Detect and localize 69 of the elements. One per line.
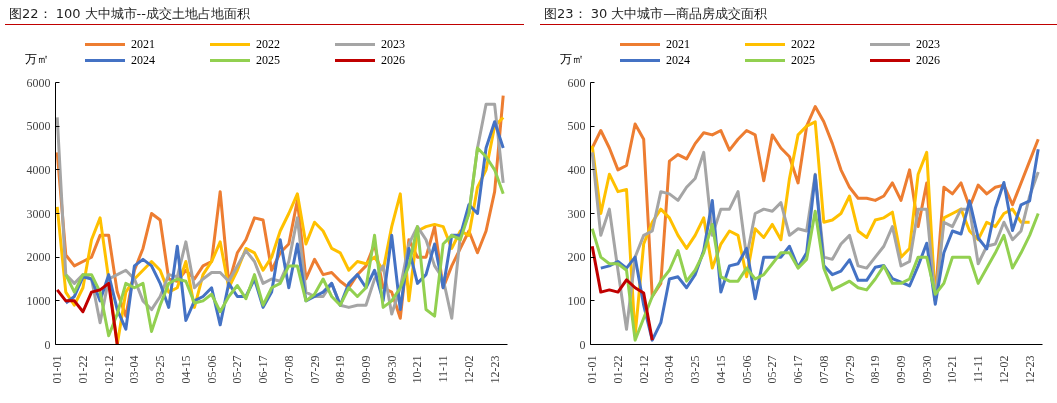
x-tick-label: 12-23: [1022, 355, 1037, 384]
legend-label: 2022: [791, 36, 815, 53]
x-tick-label: 09-30: [384, 355, 399, 384]
x-tick-label: 08-19: [868, 355, 883, 384]
x-tick-label: 12-02: [461, 355, 476, 384]
y-tick-label: 1000: [26, 293, 51, 308]
x-tick-label: 02-12: [636, 355, 651, 384]
x-tick-label: 01-22: [610, 355, 625, 384]
x-tick-label: 10-21: [410, 355, 425, 384]
y-tick-label: 2000: [26, 249, 51, 264]
legend-label: 2023: [381, 36, 405, 53]
y-axis-title: 万㎡: [24, 51, 50, 69]
y-tick-label: 500: [567, 118, 586, 133]
x-tick-label: 03-25: [688, 355, 703, 384]
legend-label: 2021: [666, 36, 690, 53]
legend-label: 2024: [666, 52, 690, 69]
x-tick-label: 09-30: [919, 355, 934, 384]
x-tick-label: 09-09: [358, 355, 373, 384]
x-tick-label: 07-08: [816, 355, 831, 384]
x-tick-label: 03-04: [662, 355, 677, 384]
x-tick-label: 04-15: [178, 355, 193, 384]
chart-title: 图23： 30 大中城市—商品房成交面积: [544, 5, 768, 23]
x-tick-label: 02-12: [101, 355, 116, 384]
x-tick-label: 05-06: [739, 355, 754, 384]
x-tick-label: 08-19: [333, 355, 348, 384]
x-tick-label: 09-09: [893, 355, 908, 384]
legend-label: 2026: [916, 52, 940, 69]
x-tick-label: 11-11: [436, 355, 451, 383]
legend-label: 2024: [131, 52, 155, 69]
y-tick-label: 5000: [26, 118, 51, 133]
y-tick-label: 200: [567, 249, 586, 264]
x-tick-label: 01-01: [50, 355, 65, 384]
y-axis-title: 万㎡: [559, 51, 585, 69]
x-tick-label: 07-08: [281, 355, 296, 384]
x-tick-label: 07-29: [307, 355, 322, 384]
y-tick-label: 600: [567, 75, 586, 90]
y-tick-label: 400: [567, 162, 586, 177]
x-tick-label: 12-23: [487, 355, 502, 384]
y-tick-label: 100: [567, 293, 586, 308]
y-tick-label: 0: [579, 337, 586, 352]
legend-label: 2025: [256, 52, 280, 69]
x-tick-label: 01-01: [585, 355, 600, 384]
line-series: [64, 146, 505, 337]
line-series: [55, 281, 119, 345]
line-series: [590, 244, 654, 342]
x-tick-label: 07-29: [842, 355, 857, 384]
legend-label: 2023: [916, 36, 940, 53]
x-tick-label: 11-11: [971, 355, 986, 383]
y-tick-label: 6000: [26, 75, 51, 90]
x-tick-label: 10-21: [945, 355, 960, 384]
x-tick-label: 06-17: [256, 355, 271, 384]
x-tick-label: 12-02: [996, 355, 1011, 384]
y-tick-label: 4000: [26, 162, 51, 177]
legend-label: 2026: [381, 52, 405, 69]
x-tick-label: 05-27: [765, 355, 780, 384]
x-tick-label: 03-04: [127, 355, 142, 384]
x-tick-label: 04-15: [713, 355, 728, 384]
y-tick-label: 0: [44, 337, 51, 352]
y-tick-label: 3000: [26, 206, 51, 221]
x-tick-label: 05-27: [230, 355, 245, 384]
x-tick-label: 01-22: [75, 355, 90, 384]
x-tick-label: 05-06: [204, 355, 219, 384]
x-tick-label: 06-17: [791, 355, 806, 384]
legend-label: 2022: [256, 36, 280, 53]
chart-title: 图22： 100 大中城市--成交土地占地面积: [9, 5, 251, 23]
legend-label: 2021: [131, 36, 155, 53]
x-tick-label: 03-25: [153, 355, 168, 384]
legend-label: 2025: [791, 52, 815, 69]
y-tick-label: 300: [567, 206, 586, 221]
